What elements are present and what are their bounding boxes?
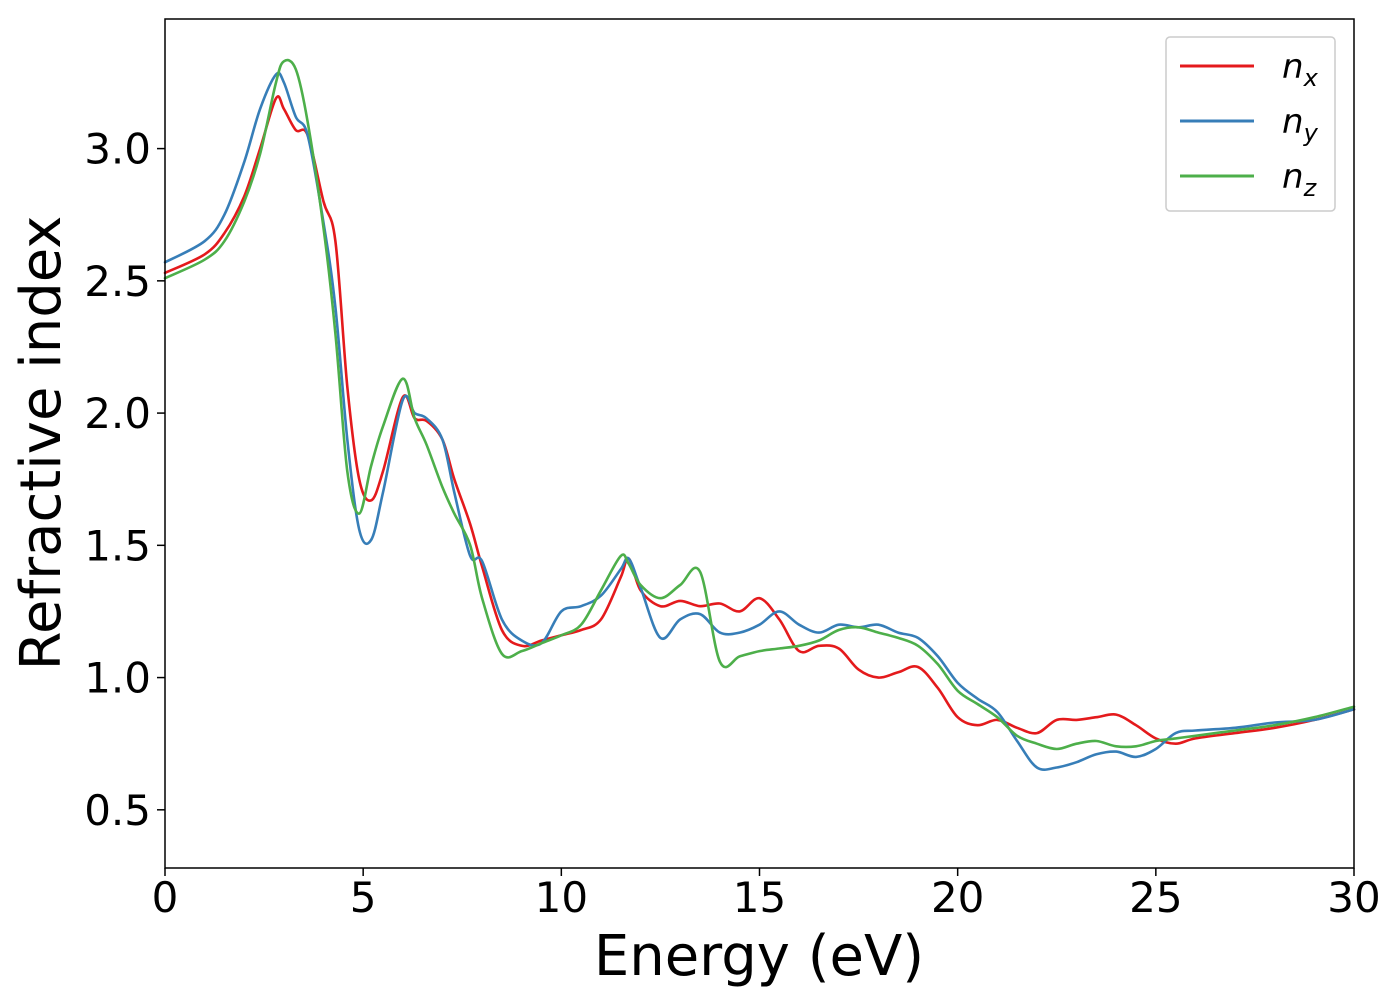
legend-label-y: ny: [1282, 102, 1319, 147]
legend-label-x: nx: [1282, 47, 1319, 92]
x-tick-label: 25: [1129, 873, 1182, 922]
legend-entries: nx ny nz: [1180, 47, 1319, 202]
y-tick-label: 3.0: [84, 125, 151, 174]
legend-label-z: nz: [1282, 157, 1318, 202]
x-tick-label: 10: [535, 873, 588, 922]
series-line-x: [163, 95, 1356, 745]
y-axis: 0.5 1.0 1.5 2.0 2.5 3.0: [84, 125, 165, 835]
legend: nx ny nz: [1165, 36, 1336, 212]
y-tick-label: 1.0: [84, 654, 151, 703]
x-tick-label: 20: [931, 873, 984, 922]
series-layer: [163, 58, 1356, 771]
series-line-z: [163, 58, 1356, 751]
x-axis-title: Energy (eV): [594, 924, 924, 989]
legend-box: [1165, 36, 1336, 212]
y-tick-label: 2.0: [84, 389, 151, 438]
x-axis: 0 5 10 15 20 25 30: [152, 868, 1381, 922]
y-tick-label: 0.5: [84, 786, 151, 835]
x-tick-label: 0: [152, 873, 179, 922]
y-axis-title: Refractive index: [9, 216, 74, 671]
x-tick-label: 15: [733, 873, 786, 922]
y-tick-label: 2.5: [84, 257, 151, 306]
x-tick-label: 30: [1327, 873, 1380, 922]
series-line-y: [163, 71, 1356, 771]
x-tick-label: 5: [350, 873, 377, 922]
y-tick-label: 1.5: [84, 521, 151, 570]
